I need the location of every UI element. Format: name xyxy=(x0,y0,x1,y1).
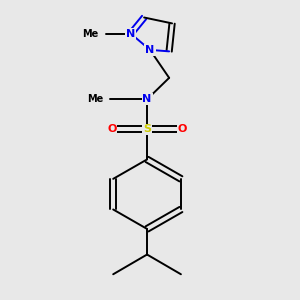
Text: N: N xyxy=(146,45,154,55)
Text: Me: Me xyxy=(87,94,103,104)
Text: N: N xyxy=(142,94,152,104)
Text: N: N xyxy=(126,29,136,39)
Text: S: S xyxy=(143,124,151,134)
Text: O: O xyxy=(178,124,187,134)
Text: Me: Me xyxy=(82,29,98,39)
Text: O: O xyxy=(107,124,116,134)
